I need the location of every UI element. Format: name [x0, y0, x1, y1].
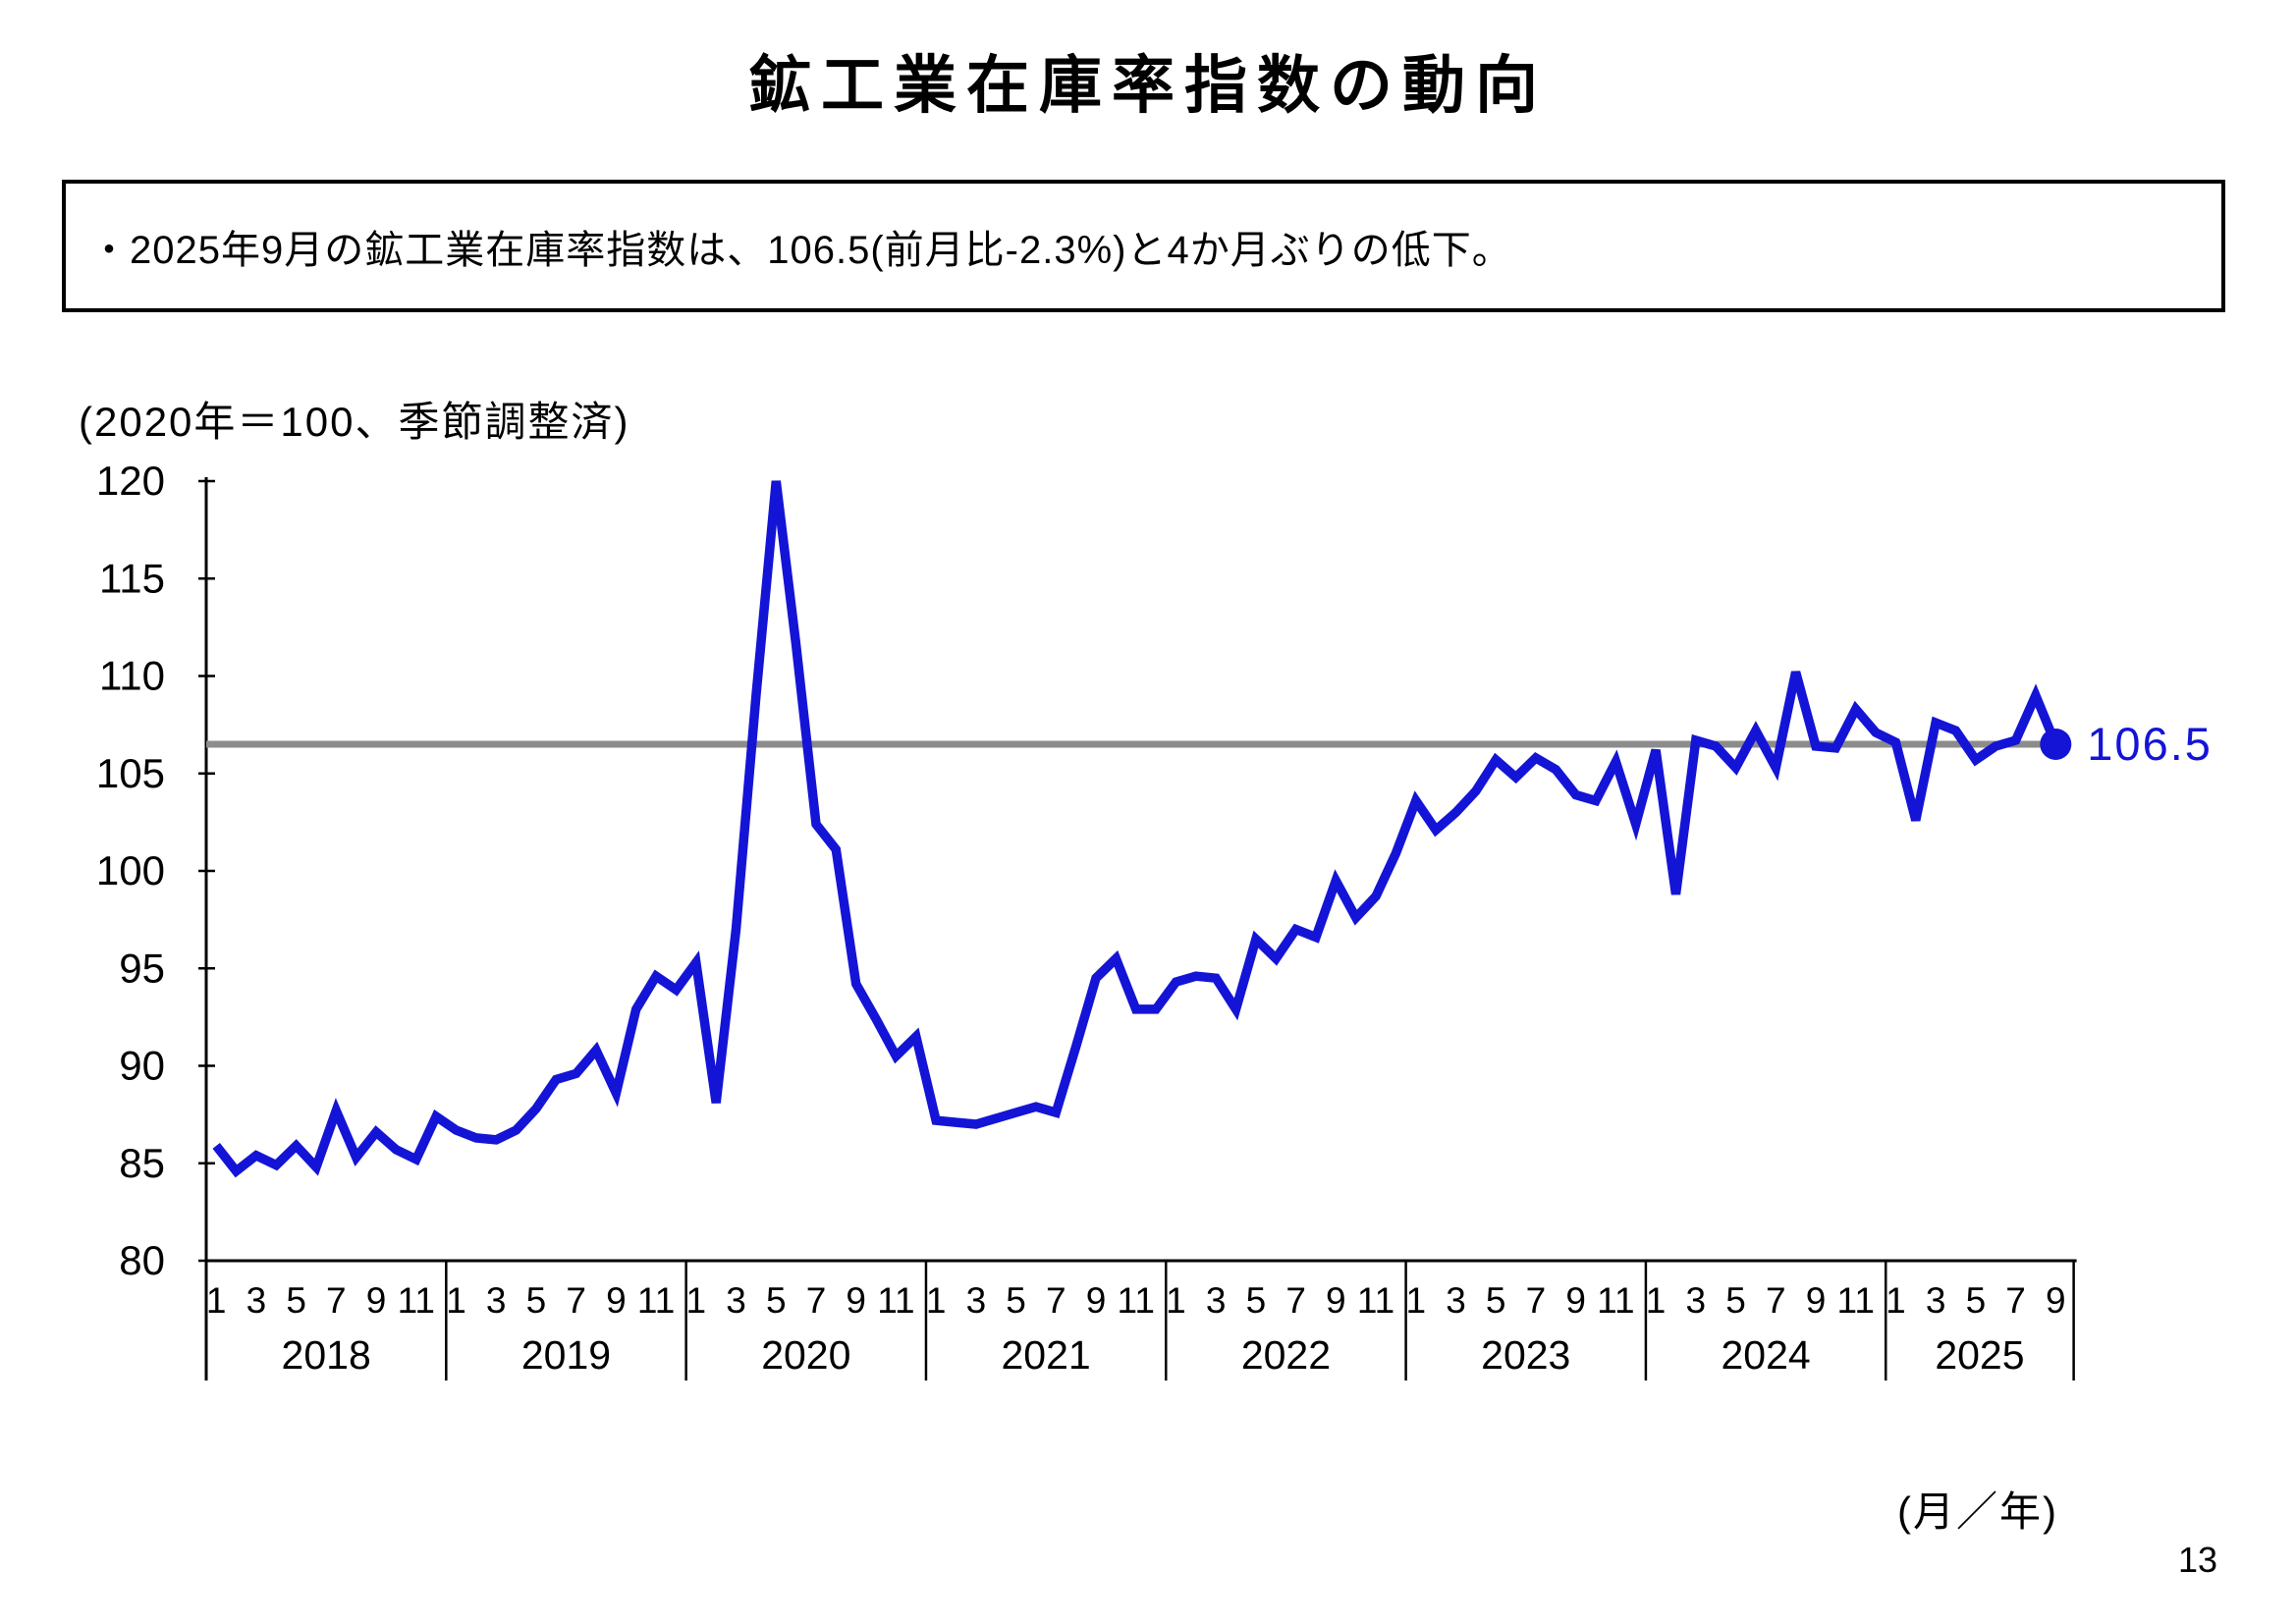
x-axis-month-label: 9: [1565, 1280, 1586, 1321]
x-axis-month-label: 5: [286, 1280, 306, 1321]
x-axis-year-label: 2021: [1002, 1332, 1091, 1378]
x-axis-month-label: 11: [637, 1280, 675, 1321]
x-axis-month-label: 9: [366, 1280, 387, 1321]
x-axis-month-label: 3: [486, 1280, 507, 1321]
summary-text: ・2025年9月の鉱工業在庫率指数は、106.5(前月比-2.3%)と4か月ぶり…: [89, 228, 1512, 272]
x-axis-month-label: 1: [1886, 1280, 1906, 1321]
x-axis-year-label: 2022: [1241, 1332, 1331, 1378]
y-axis-tick-label: 80: [119, 1237, 165, 1283]
summary-box: ・2025年9月の鉱工業在庫率指数は、106.5(前月比-2.3%)と4か月ぶり…: [62, 180, 2225, 312]
y-axis-tick-label: 85: [119, 1140, 165, 1186]
y-axis-tick-label: 90: [119, 1043, 165, 1089]
x-axis-year-label: 2018: [282, 1332, 371, 1378]
x-axis-month-label: 11: [1357, 1280, 1394, 1321]
x-axis-year-label: 2025: [1935, 1332, 2024, 1378]
x-axis-month-label: 9: [1086, 1280, 1107, 1321]
x-axis-month-label: 1: [1405, 1280, 1426, 1321]
x-axis-year-label: 2024: [1721, 1332, 1810, 1378]
x-axis-month-label: 5: [526, 1280, 547, 1321]
x-axis-month-label: 5: [1246, 1280, 1267, 1321]
y-axis-tick-label: 95: [119, 945, 165, 991]
x-axis-month-label: 11: [398, 1280, 435, 1321]
chart-unit-note: (2020年＝100、季節調整済): [79, 399, 630, 445]
x-axis-month-label: 9: [606, 1280, 627, 1321]
page-title: 鉱工業在庫率指数の動向: [748, 50, 1548, 121]
xaxis-unit-label: (月／年): [1897, 1489, 2058, 1535]
x-axis-month-label: 11: [1597, 1280, 1634, 1321]
x-axis-month-label: 3: [726, 1280, 746, 1321]
x-axis-year-label: 2023: [1481, 1332, 1570, 1378]
x-axis-month-label: 7: [1285, 1280, 1306, 1321]
y-axis-tick-label: 110: [99, 653, 165, 699]
last-point-value-label: 106.5: [2087, 718, 2213, 770]
x-axis-month-label: 7: [326, 1280, 347, 1321]
x-axis-month-label: 3: [1206, 1280, 1227, 1321]
x-axis-month-label: 1: [686, 1280, 707, 1321]
y-axis-tick-label: 120: [96, 458, 165, 504]
x-axis-month-label: 1: [446, 1280, 466, 1321]
x-axis-month-label: 11: [877, 1280, 914, 1321]
y-axis-tick-label: 115: [99, 555, 165, 601]
x-axis-month-label: 3: [1446, 1280, 1466, 1321]
x-axis-month-label: 11: [1836, 1280, 1874, 1321]
x-axis-month-label: 5: [1966, 1280, 1987, 1321]
x-axis-month-label: 3: [966, 1280, 987, 1321]
x-axis-year-label: 2019: [521, 1332, 611, 1378]
x-axis-month-label: 7: [806, 1280, 827, 1321]
x-axis-month-label: 1: [926, 1280, 947, 1321]
x-axis-month-label: 1: [206, 1280, 227, 1321]
x-axis-year-label: 2020: [761, 1332, 850, 1378]
x-axis-month-label: 11: [1118, 1280, 1155, 1321]
x-axis-month-label: 7: [1766, 1280, 1786, 1321]
x-axis-month-label: 5: [766, 1280, 787, 1321]
x-axis-month-label: 9: [1806, 1280, 1827, 1321]
x-axis-month-label: 5: [1006, 1280, 1026, 1321]
x-axis-month-label: 7: [566, 1280, 586, 1321]
x-axis-month-label: 7: [1046, 1280, 1066, 1321]
last-point-marker: [2040, 728, 2072, 760]
page-number: 13: [2178, 1540, 2218, 1580]
x-axis-month-label: 3: [246, 1280, 267, 1321]
x-axis-month-label: 5: [1725, 1280, 1746, 1321]
x-axis-month-label: 5: [1486, 1280, 1506, 1321]
x-axis-month-label: 7: [1526, 1280, 1547, 1321]
x-axis-month-label: 1: [1166, 1280, 1186, 1321]
x-axis-month-label: 3: [1926, 1280, 1946, 1321]
x-axis-month-label: 9: [2046, 1280, 2066, 1321]
y-axis-tick-label: 105: [96, 750, 165, 796]
x-axis-month-label: 7: [2005, 1280, 2026, 1321]
inventory-ratio-series-line: [212, 480, 2060, 1178]
x-axis-month-label: 9: [846, 1280, 866, 1321]
y-axis-tick-label: 100: [96, 847, 165, 893]
x-axis-month-label: 1: [1646, 1280, 1667, 1321]
x-axis-month-label: 3: [1686, 1280, 1707, 1321]
x-axis-month-label: 9: [1326, 1280, 1346, 1321]
